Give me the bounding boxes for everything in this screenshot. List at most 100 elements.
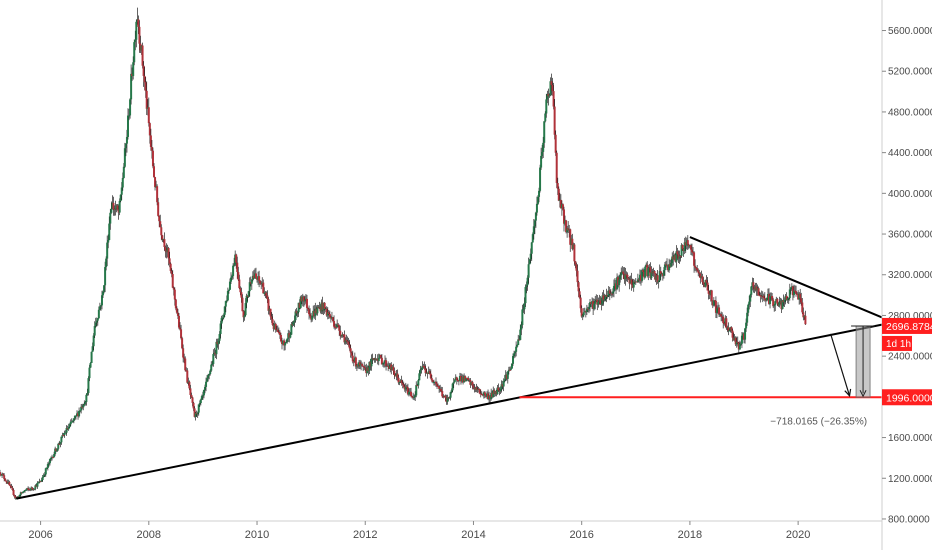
candle [638, 269, 641, 284]
candle [200, 394, 203, 401]
candle [417, 379, 420, 389]
resistance-trendline[interactable] [689, 236, 883, 319]
drawings-layer[interactable]: −718.0165 (−26.35%) [16, 236, 883, 500]
candle [45, 467, 48, 470]
candle [724, 315, 727, 327]
candle [184, 356, 187, 372]
candle [230, 272, 233, 285]
support-trendline[interactable] [16, 323, 883, 500]
candle [263, 287, 266, 297]
candle [552, 82, 555, 110]
candle [109, 208, 112, 230]
candle [617, 275, 620, 288]
y-tick-label: 800.0000 [888, 514, 930, 525]
candle [276, 325, 279, 333]
candle [312, 305, 315, 318]
candle [133, 39, 136, 66]
candle [575, 262, 578, 277]
candle [297, 302, 300, 318]
candle [151, 147, 154, 169]
candle [344, 337, 347, 345]
candle [286, 338, 289, 344]
candle [474, 386, 477, 393]
projection-arrow[interactable] [830, 333, 851, 397]
candle [355, 363, 358, 372]
candle [609, 289, 612, 297]
candle [234, 250, 237, 267]
candle [433, 381, 436, 386]
candle [603, 293, 606, 302]
candle [747, 303, 750, 317]
candle [720, 311, 723, 322]
candle [782, 294, 785, 307]
candle [773, 304, 776, 312]
candle [366, 365, 369, 374]
candle [788, 283, 791, 301]
y-tick-label: 4000.0000 [888, 189, 932, 200]
candle [175, 306, 178, 314]
candle [534, 211, 537, 228]
candle [601, 292, 604, 306]
candle [246, 294, 249, 302]
candle [616, 273, 619, 291]
candle [479, 389, 482, 398]
candle [359, 359, 362, 369]
candle [0, 473, 3, 476]
candle [161, 234, 164, 243]
candle [304, 293, 307, 304]
candle [619, 272, 622, 283]
candle [181, 336, 184, 350]
candles-layer [0, 7, 807, 500]
candle [104, 261, 107, 293]
candle [47, 461, 50, 467]
candle [466, 377, 469, 381]
candle [413, 394, 416, 401]
candle [669, 259, 672, 269]
x-tick-label: 2010 [245, 529, 269, 541]
candle [606, 290, 609, 299]
candle [438, 385, 441, 393]
candle [72, 418, 75, 424]
candle [171, 269, 174, 289]
candle [391, 364, 394, 371]
candle [354, 356, 357, 369]
candle [682, 248, 685, 257]
candle [39, 480, 42, 483]
candle [87, 376, 90, 396]
candle [97, 306, 100, 319]
candle [220, 315, 223, 329]
y-tick-label: 2800.0000 [888, 311, 932, 322]
y-tick-label: 3600.0000 [888, 230, 932, 241]
candle [277, 327, 280, 335]
interval-label: 1d 1h [886, 339, 911, 350]
candle [172, 286, 175, 296]
candle [655, 273, 658, 285]
candle [685, 237, 688, 250]
candle [254, 267, 257, 279]
candle [346, 336, 349, 346]
candle [622, 267, 625, 280]
candle [500, 380, 503, 393]
candle [764, 298, 767, 307]
candle [623, 267, 626, 284]
candle [179, 322, 182, 331]
candle [360, 360, 363, 371]
candle [428, 368, 431, 375]
candle [699, 272, 702, 284]
candle [379, 354, 382, 359]
candle [83, 400, 86, 407]
time-axis[interactable]: 2006 2008 2010 2012 2014 2016 2018 2020 [28, 521, 810, 541]
candle [205, 377, 208, 392]
candle [557, 186, 560, 202]
candle [186, 368, 189, 384]
candle [425, 368, 428, 374]
candle [381, 362, 384, 367]
candle [654, 273, 657, 283]
candle [607, 286, 610, 298]
candle [502, 378, 505, 392]
candle [560, 200, 563, 216]
candle [378, 353, 381, 359]
candle [578, 288, 581, 299]
